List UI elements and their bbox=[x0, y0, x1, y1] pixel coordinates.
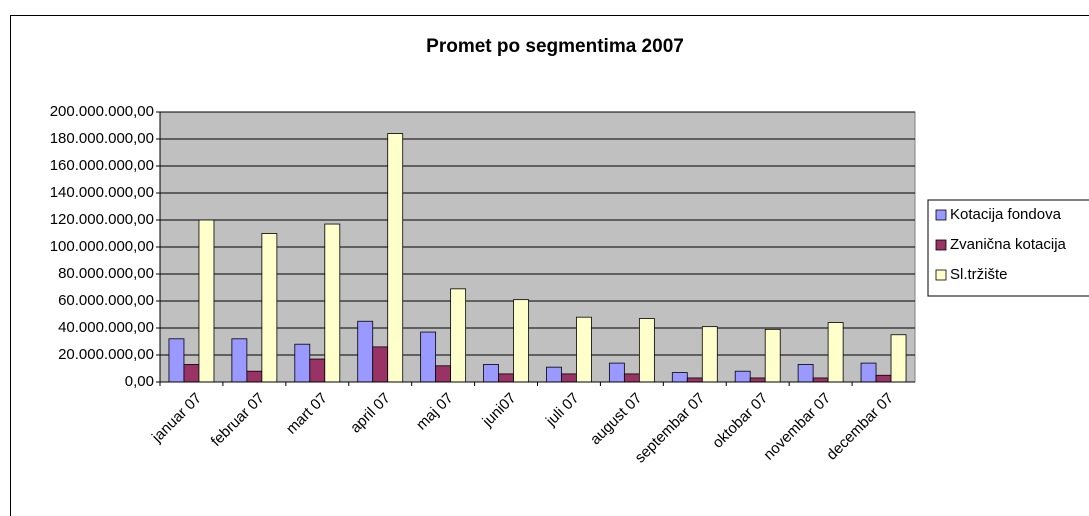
legend-label: Sl.tržište bbox=[950, 266, 1008, 283]
legend-swatch bbox=[935, 269, 947, 281]
bar bbox=[827, 322, 844, 383]
bar bbox=[797, 364, 814, 383]
bar bbox=[701, 326, 718, 383]
bar bbox=[890, 334, 907, 383]
bar bbox=[734, 370, 751, 383]
bar bbox=[498, 373, 514, 383]
bar bbox=[324, 223, 341, 383]
bar bbox=[546, 366, 562, 383]
bar bbox=[483, 364, 499, 383]
bar bbox=[420, 331, 437, 383]
bar bbox=[168, 338, 185, 383]
bar bbox=[608, 362, 625, 383]
bar bbox=[749, 377, 766, 383]
chart-title: Promet po segmentima 2007 bbox=[426, 36, 684, 57]
y-tick-label: 160.000.000,00 bbox=[50, 157, 154, 174]
bar bbox=[576, 316, 592, 383]
y-tick-label: 140.000.000,00 bbox=[50, 184, 154, 201]
bar bbox=[623, 373, 640, 383]
bar bbox=[686, 377, 703, 383]
bar bbox=[231, 338, 248, 383]
bar bbox=[372, 346, 389, 383]
y-tick-label: 20.000.000,00 bbox=[58, 346, 154, 363]
y-tick-label: 120.000.000,00 bbox=[50, 211, 154, 228]
y-tick-label: 100.000.000,00 bbox=[50, 238, 154, 255]
bar bbox=[183, 364, 200, 383]
bar bbox=[357, 320, 374, 383]
bar bbox=[387, 133, 404, 383]
bar bbox=[450, 288, 467, 383]
bar bbox=[860, 362, 877, 383]
bar bbox=[435, 365, 452, 383]
legend-label: Zvanična kotacija bbox=[950, 236, 1067, 253]
legend-box bbox=[927, 199, 1089, 297]
legend-swatch bbox=[935, 209, 947, 221]
bar bbox=[261, 233, 278, 383]
bar bbox=[309, 358, 326, 383]
bar bbox=[764, 328, 781, 383]
bar bbox=[513, 299, 529, 383]
y-tick-label: 180.000.000,00 bbox=[50, 130, 154, 147]
y-tick-label: 200.000.000,00 bbox=[50, 103, 154, 120]
bar bbox=[246, 370, 263, 383]
legend-label: Kotacija fondova bbox=[950, 206, 1062, 223]
bar bbox=[294, 343, 311, 383]
y-tick-label: 80.000.000,00 bbox=[58, 265, 154, 282]
y-tick-label: 0,00 bbox=[125, 373, 154, 390]
bar bbox=[198, 219, 215, 383]
bar bbox=[638, 318, 655, 383]
bar bbox=[875, 374, 892, 383]
bar bbox=[561, 373, 577, 383]
bar bbox=[812, 377, 829, 383]
legend-swatch bbox=[935, 239, 947, 251]
y-tick-label: 40.000.000,00 bbox=[58, 319, 154, 336]
bar bbox=[671, 372, 688, 383]
y-tick-label: 60.000.000,00 bbox=[58, 292, 154, 309]
